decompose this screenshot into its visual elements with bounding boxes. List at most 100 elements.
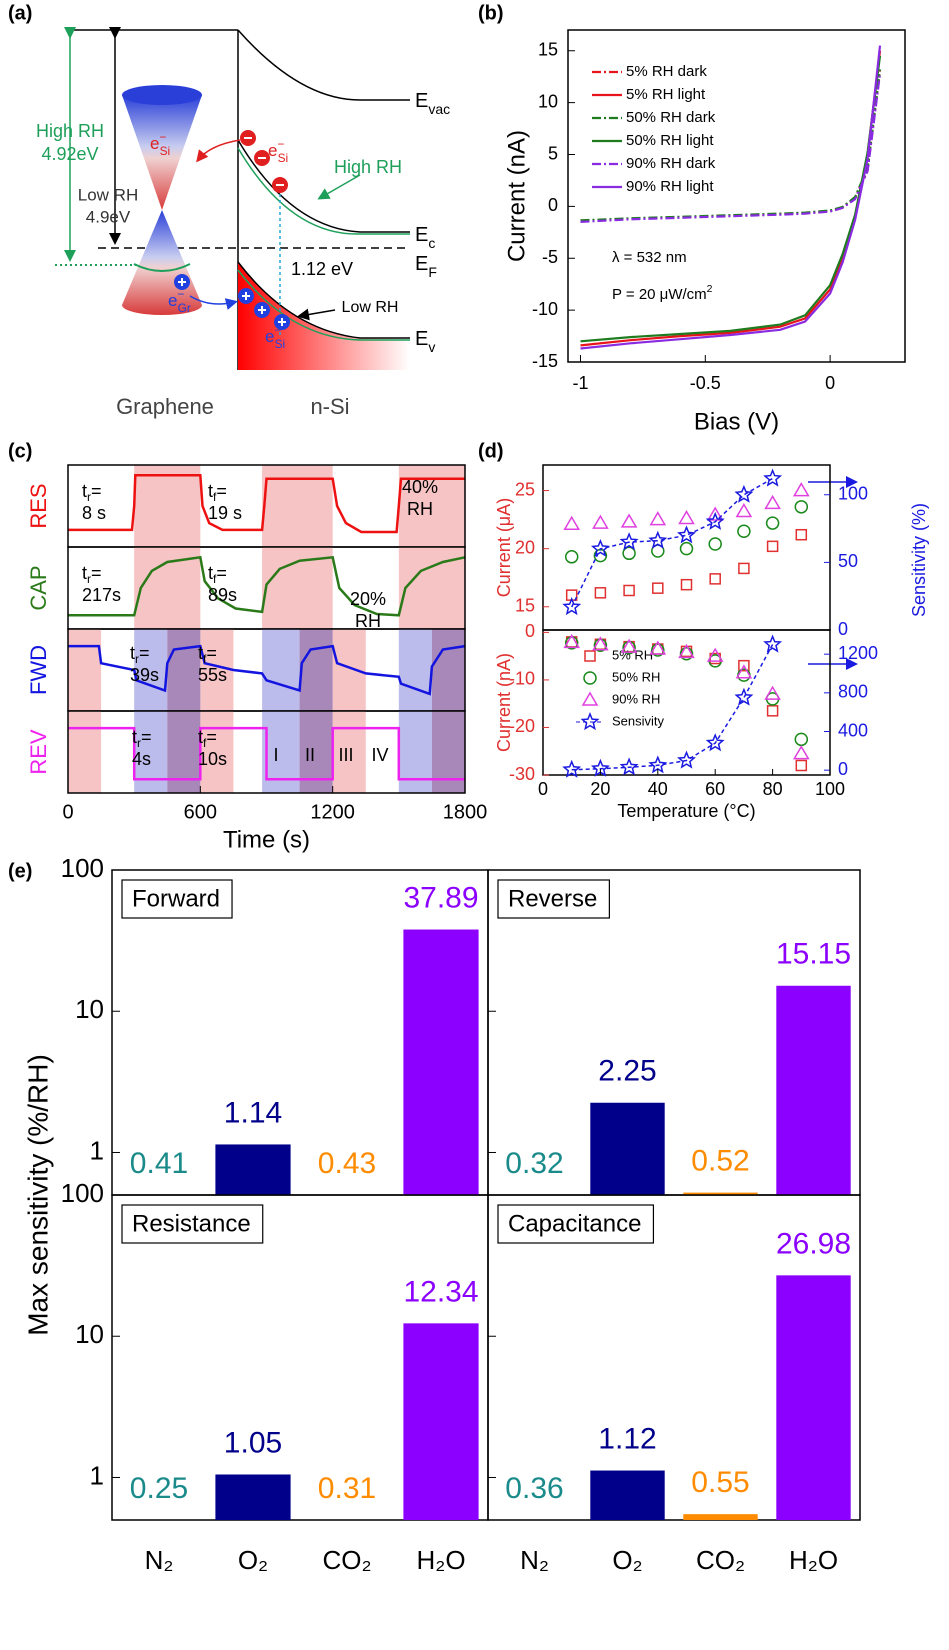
figure: (a)High RH4.92eVLow RH4.9eVEvacEcEFEvHig…	[0, 0, 949, 1650]
y-tick-label: -5	[542, 247, 558, 267]
y-tick-label: 10	[538, 91, 558, 111]
x-tick-label: H₂O	[789, 1545, 838, 1575]
marker	[768, 706, 778, 716]
marker	[682, 580, 692, 590]
legend-label: 5% RH	[612, 647, 653, 662]
label: Graphene	[116, 394, 214, 419]
x-axis-label: Time (s)	[223, 826, 310, 853]
page: (a)High RH4.92eVLow RH4.9eVEvacEcEFEvHig…	[0, 0, 949, 1650]
marker	[624, 585, 634, 595]
annotation: 4s	[132, 749, 151, 769]
text-part: −	[274, 323, 281, 337]
legend-swatch	[582, 714, 597, 729]
y2-tick-label: 0	[838, 759, 848, 779]
y-tick-label: 15	[515, 596, 535, 616]
marker	[767, 517, 779, 529]
marker	[794, 484, 808, 496]
y2-tick-label: 50	[838, 551, 858, 571]
value-label: 0.52	[691, 1145, 749, 1178]
x-tick-label: CO₂	[696, 1545, 745, 1575]
legend-label: 90% RH light	[626, 178, 714, 195]
y-tick-label: 15	[538, 40, 558, 60]
strip-label: REV	[26, 729, 51, 775]
annotation: tf=	[208, 481, 227, 504]
value-label: 0.32	[505, 1147, 563, 1180]
evac-curve	[238, 30, 410, 100]
marker	[622, 759, 637, 773]
legend-label: 50% RH light	[626, 132, 714, 149]
panel-title: Forward	[132, 885, 220, 912]
y-tick-label: 20	[515, 537, 535, 557]
marker	[796, 530, 806, 540]
carrier-label: e−Si	[268, 137, 288, 165]
energy-level: Ec	[415, 224, 435, 250]
energy-level: EF	[415, 253, 437, 279]
x-tick-label: 0	[825, 373, 835, 393]
annotation: 89s	[208, 585, 237, 605]
legend-label: 5% RH dark	[626, 63, 707, 80]
y-tick-label: 10	[75, 994, 104, 1024]
annotation: 40%	[402, 477, 438, 497]
cone-top	[122, 85, 202, 105]
value-label: 0.55	[691, 1466, 749, 1499]
cone-lower	[122, 210, 202, 315]
shaded-band	[167, 629, 200, 711]
value-label: 1.12	[598, 1422, 656, 1455]
text-part: Si	[275, 337, 286, 351]
panel-label: (d)	[478, 440, 504, 462]
annotation: tr=	[82, 563, 102, 586]
legend-label: 50% RH	[612, 669, 660, 684]
marker	[593, 516, 607, 528]
marker	[710, 574, 720, 584]
label: High RH	[334, 157, 402, 177]
bar	[776, 1275, 850, 1520]
annotation: 8 s	[82, 503, 106, 523]
annotation: tr=	[132, 727, 152, 750]
text-part: E	[415, 90, 428, 112]
strip-label: CAP	[26, 565, 51, 610]
text-part: F	[428, 264, 437, 280]
annotation: 20%	[350, 589, 386, 609]
value-label: 2.25	[598, 1055, 656, 1088]
marker	[566, 551, 578, 563]
legend-label: 5% RH light	[626, 86, 706, 103]
marker	[795, 501, 807, 513]
marker	[680, 511, 694, 523]
label: High RH	[36, 121, 104, 141]
x-tick-label: 20	[590, 779, 610, 799]
legend-swatch	[584, 672, 596, 684]
shaded-band	[300, 629, 333, 711]
marker	[796, 760, 806, 770]
marker	[679, 527, 694, 542]
label: n-Si	[310, 394, 349, 419]
marker	[622, 515, 636, 527]
text-part: Gr	[178, 301, 191, 315]
annotation: tf=	[208, 563, 227, 586]
y-tick-label: -30	[509, 764, 535, 784]
text-part: =	[141, 727, 152, 747]
shaded-band	[167, 711, 200, 793]
y-tick-label: 5	[548, 143, 558, 163]
annotation: tf=	[198, 643, 217, 666]
x-tick-label: -1	[572, 373, 588, 393]
text-part: P = 20 μW/cm	[612, 286, 707, 303]
x-tick-label: O₂	[612, 1545, 642, 1575]
electron-transfer	[198, 140, 240, 160]
y-axis-label: Current (nA)	[494, 653, 514, 752]
value-label: 26.98	[776, 1227, 851, 1260]
shaded-band	[432, 711, 465, 793]
panel-label: (c)	[8, 440, 32, 462]
text-part: vac	[428, 101, 450, 117]
x-tick-label: 0	[62, 801, 73, 823]
text-part: λ = 532 nm	[612, 249, 687, 266]
text-part: =	[206, 727, 217, 747]
y2-tick-label: 100	[838, 484, 868, 504]
marker	[650, 533, 665, 548]
marker	[681, 543, 693, 555]
marker	[651, 513, 665, 525]
bar	[403, 930, 478, 1195]
annotation: IV	[371, 745, 388, 765]
panel-label: (b)	[478, 2, 504, 24]
annotation: 10s	[198, 749, 227, 769]
value-label: 0.31	[318, 1472, 376, 1505]
